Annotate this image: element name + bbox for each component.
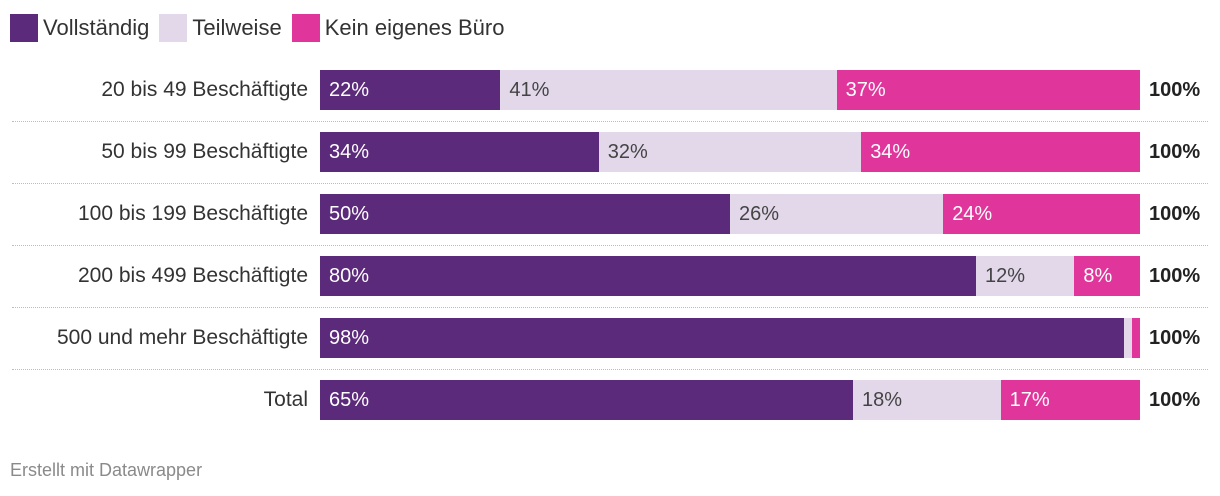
legend: Vollständig Teilweise Kein eigenes Büro: [10, 14, 514, 42]
data-label: 50%: [329, 203, 370, 225]
bar-segment: [976, 256, 1075, 296]
bar-row: 98%: [320, 318, 1140, 358]
legend-item-kein-eigenes-buero: Kein eigenes Büro: [291, 14, 505, 42]
row-separator: [12, 121, 1208, 122]
total-label: 100%: [1149, 203, 1201, 225]
row-separator: [12, 245, 1208, 246]
bar-segment: [836, 70, 1140, 110]
row-label: 50 bis 99 Beschäftigte: [101, 140, 308, 163]
bar-segment: [320, 194, 730, 234]
data-label: 17%: [1009, 389, 1050, 411]
legend-item-teilweise: Teilweise: [159, 14, 282, 42]
legend-swatch-vollstaendig: [10, 14, 38, 42]
bar-segment: [598, 132, 862, 172]
data-label: 32%: [607, 141, 648, 163]
footer-credit: Erstellt mit Datawrapper: [10, 460, 203, 480]
bar-row: 50% 26% 24%: [320, 194, 1140, 234]
data-label: 24%: [952, 203, 993, 225]
data-label: 34%: [329, 141, 370, 163]
data-label: 37%: [845, 79, 886, 101]
data-label: 41%: [509, 79, 550, 101]
data-label: 65%: [329, 389, 370, 411]
bar-segment: [1074, 256, 1140, 296]
data-label: 80%: [329, 265, 370, 287]
data-label: 18%: [862, 389, 903, 411]
total-label: 100%: [1149, 327, 1201, 349]
total-label: 100%: [1149, 265, 1201, 287]
legend-label-vollstaendig: Vollständig: [43, 15, 150, 40]
legend-label-kein-eigenes-buero: Kein eigenes Büro: [324, 15, 505, 40]
row-label: 100 bis 199 Beschäftigte: [78, 202, 308, 225]
row-label: 200 bis 499 Beschäftigte: [78, 264, 308, 287]
total-label: 100%: [1149, 141, 1201, 163]
row-separator: [12, 183, 1208, 184]
bar-segment: [1123, 318, 1132, 358]
legend-swatch-kein-eigenes-buero: [291, 14, 320, 42]
bar-segment: [730, 194, 944, 234]
bar-row: 34% 32% 34%: [320, 132, 1140, 172]
bar-segment: [943, 194, 1140, 234]
data-label: 12%: [985, 265, 1026, 287]
data-label: 26%: [739, 203, 780, 225]
bar-row: 22% 41% 37%: [320, 70, 1140, 110]
data-label: 98%: [329, 327, 370, 349]
bar-segment: [853, 380, 1001, 420]
data-label: 34%: [870, 141, 911, 163]
bar-row: 80% 12% 8%: [320, 256, 1140, 296]
row-separator: [12, 369, 1208, 370]
data-label: 8%: [1083, 265, 1113, 287]
total-label: 100%: [1149, 79, 1201, 101]
row-label: Total: [263, 388, 308, 411]
bar-segment: [1131, 318, 1140, 358]
stacked-bar-chart: 20 bis 49 Beschäftigte 22% 41% 37% 100% 50 bi…: [12, 70, 1208, 420]
legend-item-vollstaendig: Vollständig: [10, 14, 149, 42]
bar-row: 65% 18% 17%: [320, 380, 1140, 420]
bar-segment: [320, 256, 976, 296]
bar-segment: [1000, 380, 1140, 420]
data-label: 22%: [329, 79, 370, 101]
row-label: 20 bis 49 Beschäftigte: [101, 78, 308, 101]
bar-segment: [320, 70, 501, 110]
total-label: 100%: [1149, 389, 1201, 411]
row-separator: [12, 307, 1208, 308]
bar-segment: [320, 318, 1124, 358]
bar-segment: [320, 380, 853, 420]
legend-label-teilweise: Teilweise: [192, 15, 282, 40]
legend-swatch-teilweise: [159, 14, 188, 42]
bar-segment: [320, 132, 599, 172]
bar-segment: [500, 70, 837, 110]
row-label: 500 und mehr Beschäftigte: [57, 326, 308, 349]
bar-segment: [861, 132, 1140, 172]
